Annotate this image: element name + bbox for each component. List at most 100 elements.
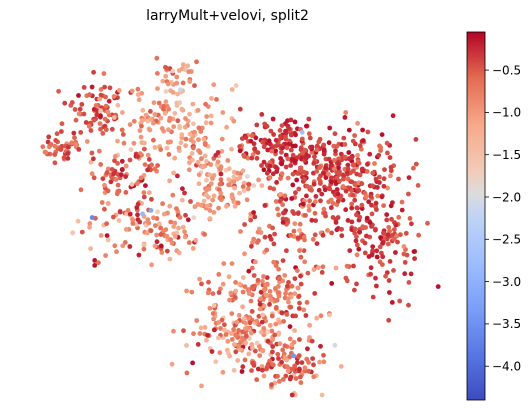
scatter-point bbox=[378, 145, 384, 151]
scatter-point bbox=[222, 322, 227, 328]
scatter-point bbox=[262, 287, 267, 292]
scatter-point bbox=[376, 152, 382, 158]
scatter-point bbox=[357, 214, 363, 220]
colorbar-tick-label: −4.0 bbox=[492, 360, 521, 374]
scatter-point bbox=[293, 376, 299, 381]
scatter-point bbox=[290, 152, 296, 158]
scatter-point bbox=[273, 137, 279, 143]
scatter-point bbox=[158, 147, 164, 153]
scatter-point bbox=[288, 147, 294, 153]
scatter-point bbox=[365, 161, 370, 167]
scatter-point bbox=[320, 264, 326, 270]
scatter-point bbox=[174, 206, 179, 212]
scatter-point bbox=[229, 337, 235, 342]
scatter-point bbox=[293, 143, 298, 149]
scatter-point bbox=[332, 342, 338, 348]
scatter-point bbox=[295, 211, 301, 217]
scatter-point bbox=[77, 106, 83, 112]
scatter-point bbox=[279, 171, 285, 177]
colorbar-tick-label: −3.0 bbox=[492, 275, 521, 289]
scatter-point bbox=[269, 382, 274, 388]
scatter-point bbox=[141, 194, 147, 200]
scatter-point bbox=[265, 329, 271, 335]
scatter-point bbox=[339, 226, 344, 232]
scatter-point bbox=[368, 194, 374, 199]
scatter-point bbox=[346, 127, 352, 133]
scatter-point bbox=[283, 291, 288, 296]
scatter-point bbox=[111, 94, 117, 99]
scatter-point bbox=[190, 145, 196, 151]
scatter-point bbox=[332, 131, 338, 137]
scatter-point bbox=[194, 318, 200, 323]
scatter-point bbox=[280, 347, 286, 353]
scatter-point bbox=[218, 177, 224, 183]
scatter-point bbox=[88, 128, 94, 133]
scatter-point bbox=[337, 178, 342, 184]
scatter-point bbox=[111, 214, 116, 220]
scatter-point bbox=[142, 146, 147, 152]
scatter-point bbox=[48, 142, 54, 147]
scatter-point bbox=[122, 240, 128, 245]
scatter-point bbox=[58, 146, 64, 152]
scatter-point bbox=[387, 259, 393, 264]
scatter-point bbox=[338, 364, 344, 369]
scatter-point bbox=[389, 300, 395, 305]
scatter-point bbox=[355, 120, 360, 126]
scatter-point bbox=[65, 156, 71, 161]
scatter-point bbox=[218, 190, 224, 196]
scatter-point bbox=[317, 359, 322, 365]
scatter-point bbox=[379, 132, 385, 138]
scatter-point bbox=[257, 353, 263, 358]
scatter-point bbox=[268, 236, 274, 242]
scatter-point bbox=[231, 327, 237, 332]
scatter-point bbox=[258, 329, 264, 335]
scatter-point bbox=[182, 190, 187, 196]
scatter-point bbox=[219, 317, 225, 323]
scatter-point bbox=[248, 298, 254, 304]
scatter-point bbox=[287, 354, 293, 360]
scatter-point bbox=[54, 131, 60, 137]
scatter-point bbox=[127, 211, 133, 217]
scatter-point bbox=[279, 359, 284, 365]
scatter-point bbox=[307, 135, 313, 141]
scatter-point bbox=[319, 191, 325, 197]
scatter-point bbox=[255, 229, 261, 235]
scatter-point bbox=[190, 101, 196, 107]
scatter-point bbox=[251, 273, 257, 278]
scatter-point bbox=[75, 218, 81, 224]
scatter-point bbox=[143, 183, 148, 189]
scatter-point bbox=[241, 152, 247, 158]
scatter-point bbox=[340, 172, 346, 178]
scatter-point bbox=[163, 89, 169, 94]
scatter-point bbox=[368, 265, 374, 271]
scatter-point bbox=[102, 84, 107, 90]
scatter-point bbox=[248, 138, 254, 144]
scatter-point bbox=[141, 246, 147, 252]
scatter-point bbox=[179, 106, 185, 112]
scatter-point bbox=[285, 156, 291, 162]
scatter-point bbox=[186, 167, 192, 173]
scatter-point bbox=[129, 181, 135, 187]
scatter-point bbox=[174, 80, 180, 86]
scatter-point bbox=[352, 133, 357, 138]
scatter-point bbox=[269, 148, 275, 154]
scatter-point bbox=[409, 221, 414, 227]
scatter-point bbox=[327, 312, 332, 318]
scatter-point bbox=[167, 115, 173, 121]
scatter-point bbox=[406, 302, 411, 308]
scatter-point bbox=[333, 220, 339, 225]
scatter-point bbox=[276, 332, 281, 337]
scatter-point bbox=[333, 265, 339, 271]
scatter-point bbox=[194, 59, 199, 65]
scatter-point bbox=[218, 166, 223, 172]
scatter-point bbox=[316, 187, 322, 193]
scatter-point bbox=[311, 362, 316, 368]
scatter-point bbox=[88, 246, 93, 252]
scatter-point bbox=[295, 360, 300, 366]
scatter-point bbox=[196, 125, 202, 131]
scatter-point bbox=[259, 112, 265, 117]
scatter-point bbox=[351, 263, 356, 269]
scatter-point bbox=[142, 162, 148, 168]
scatter-point bbox=[258, 289, 264, 295]
scatter-point bbox=[180, 224, 186, 230]
